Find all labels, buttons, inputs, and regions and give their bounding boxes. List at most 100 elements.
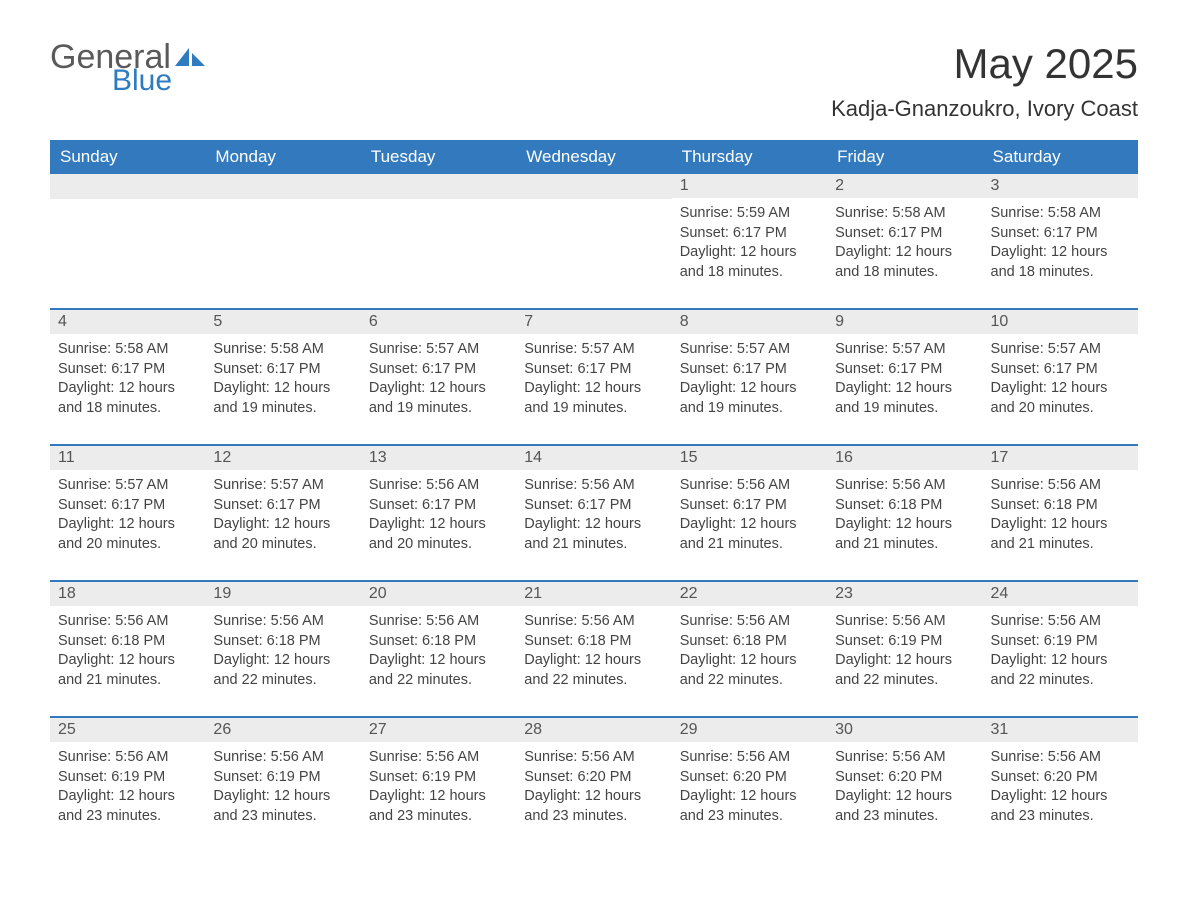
day-number: 17 [983, 446, 1138, 470]
calendar-cell: 30Sunrise: 5:56 AMSunset: 6:20 PMDayligh… [827, 718, 982, 838]
day-number: 12 [205, 446, 360, 470]
daylight-text-line1: Daylight: 12 hours [524, 515, 663, 535]
sunset-text: Sunset: 6:20 PM [680, 768, 819, 788]
sunset-text: Sunset: 6:20 PM [835, 768, 974, 788]
day-details: Sunrise: 5:56 AMSunset: 6:19 PMDaylight:… [983, 606, 1138, 690]
daylight-text-line2: and 23 minutes. [369, 807, 508, 827]
daylight-text-line2: and 19 minutes. [680, 399, 819, 419]
calendar-cell: 9Sunrise: 5:57 AMSunset: 6:17 PMDaylight… [827, 310, 982, 430]
sunrise-text: Sunrise: 5:56 AM [369, 612, 508, 632]
header-row: General Blue May 2025 Kadja-Gnanzoukro, … [50, 40, 1138, 122]
sunrise-text: Sunrise: 5:58 AM [835, 204, 974, 224]
weekday-monday: Monday [205, 140, 360, 174]
sunset-text: Sunset: 6:17 PM [58, 496, 197, 516]
sunrise-text: Sunrise: 5:56 AM [524, 476, 663, 496]
calendar-cell: 6Sunrise: 5:57 AMSunset: 6:17 PMDaylight… [361, 310, 516, 430]
sunset-text: Sunset: 6:17 PM [213, 360, 352, 380]
sunset-text: Sunset: 6:19 PM [58, 768, 197, 788]
sunrise-text: Sunrise: 5:57 AM [213, 476, 352, 496]
calendar-cell: 22Sunrise: 5:56 AMSunset: 6:18 PMDayligh… [672, 582, 827, 702]
sunset-text: Sunset: 6:20 PM [991, 768, 1130, 788]
daylight-text-line1: Daylight: 12 hours [58, 651, 197, 671]
calendar-cell: 18Sunrise: 5:56 AMSunset: 6:18 PMDayligh… [50, 582, 205, 702]
day-number: 25 [50, 718, 205, 742]
day-number: 18 [50, 582, 205, 606]
calendar-page: General Blue May 2025 Kadja-Gnanzoukro, … [0, 0, 1188, 878]
day-details: Sunrise: 5:58 AMSunset: 6:17 PMDaylight:… [205, 334, 360, 418]
sunset-text: Sunset: 6:17 PM [680, 224, 819, 244]
daylight-text-line1: Daylight: 12 hours [369, 651, 508, 671]
calendar-cell: 21Sunrise: 5:56 AMSunset: 6:18 PMDayligh… [516, 582, 671, 702]
daylight-text-line1: Daylight: 12 hours [991, 379, 1130, 399]
daylight-text-line1: Daylight: 12 hours [680, 379, 819, 399]
sunrise-text: Sunrise: 5:56 AM [524, 612, 663, 632]
calendar: Sunday Monday Tuesday Wednesday Thursday… [50, 140, 1138, 838]
daylight-text-line2: and 19 minutes. [369, 399, 508, 419]
calendar-cell [50, 174, 205, 294]
sunrise-text: Sunrise: 5:56 AM [524, 748, 663, 768]
sunset-text: Sunset: 6:18 PM [991, 496, 1130, 516]
sunset-text: Sunset: 6:19 PM [991, 632, 1130, 652]
sunset-text: Sunset: 6:17 PM [524, 360, 663, 380]
daylight-text-line2: and 21 minutes. [991, 535, 1130, 555]
day-details: Sunrise: 5:56 AMSunset: 6:19 PMDaylight:… [827, 606, 982, 690]
daylight-text-line1: Daylight: 12 hours [680, 515, 819, 535]
daylight-text-line2: and 18 minutes. [58, 399, 197, 419]
sunset-text: Sunset: 6:18 PM [369, 632, 508, 652]
calendar-cell: 14Sunrise: 5:56 AMSunset: 6:17 PMDayligh… [516, 446, 671, 566]
daylight-text-line2: and 23 minutes. [524, 807, 663, 827]
day-details: Sunrise: 5:57 AMSunset: 6:17 PMDaylight:… [983, 334, 1138, 418]
day-number: 8 [672, 310, 827, 334]
calendar-cell: 16Sunrise: 5:56 AMSunset: 6:18 PMDayligh… [827, 446, 982, 566]
daylight-text-line2: and 22 minutes. [991, 671, 1130, 691]
sunrise-text: Sunrise: 5:59 AM [680, 204, 819, 224]
day-number: 21 [516, 582, 671, 606]
calendar-cell: 26Sunrise: 5:56 AMSunset: 6:19 PMDayligh… [205, 718, 360, 838]
day-details: Sunrise: 5:57 AMSunset: 6:17 PMDaylight:… [672, 334, 827, 418]
day-number: 30 [827, 718, 982, 742]
calendar-cell: 29Sunrise: 5:56 AMSunset: 6:20 PMDayligh… [672, 718, 827, 838]
weekday-sunday: Sunday [50, 140, 205, 174]
day-details: Sunrise: 5:56 AMSunset: 6:18 PMDaylight:… [516, 606, 671, 690]
daylight-text-line2: and 23 minutes. [58, 807, 197, 827]
sunset-text: Sunset: 6:18 PM [58, 632, 197, 652]
daylight-text-line2: and 22 minutes. [213, 671, 352, 691]
daylight-text-line1: Daylight: 12 hours [524, 651, 663, 671]
day-number: 6 [361, 310, 516, 334]
day-number: 10 [983, 310, 1138, 334]
calendar-cell: 23Sunrise: 5:56 AMSunset: 6:19 PMDayligh… [827, 582, 982, 702]
calendar-cell: 24Sunrise: 5:56 AMSunset: 6:19 PMDayligh… [983, 582, 1138, 702]
daylight-text-line1: Daylight: 12 hours [58, 379, 197, 399]
sunrise-text: Sunrise: 5:58 AM [58, 340, 197, 360]
daylight-text-line2: and 21 minutes. [680, 535, 819, 555]
sunrise-text: Sunrise: 5:58 AM [213, 340, 352, 360]
day-details: Sunrise: 5:56 AMSunset: 6:18 PMDaylight:… [361, 606, 516, 690]
daylight-text-line1: Daylight: 12 hours [524, 379, 663, 399]
weekday-friday: Friday [827, 140, 982, 174]
sunset-text: Sunset: 6:19 PM [835, 632, 974, 652]
calendar-week: 1Sunrise: 5:59 AMSunset: 6:17 PMDaylight… [50, 174, 1138, 294]
logo-text-blue: Blue [112, 66, 205, 96]
day-number: 3 [983, 174, 1138, 198]
day-details: Sunrise: 5:56 AMSunset: 6:18 PMDaylight:… [50, 606, 205, 690]
calendar-cell: 27Sunrise: 5:56 AMSunset: 6:19 PMDayligh… [361, 718, 516, 838]
weekday-saturday: Saturday [983, 140, 1138, 174]
daylight-text-line2: and 21 minutes. [835, 535, 974, 555]
day-details: Sunrise: 5:56 AMSunset: 6:18 PMDaylight:… [205, 606, 360, 690]
day-details: Sunrise: 5:56 AMSunset: 6:19 PMDaylight:… [361, 742, 516, 826]
day-number: 5 [205, 310, 360, 334]
sunrise-text: Sunrise: 5:56 AM [680, 748, 819, 768]
daylight-text-line1: Daylight: 12 hours [991, 515, 1130, 535]
day-details: Sunrise: 5:57 AMSunset: 6:17 PMDaylight:… [827, 334, 982, 418]
calendar-cell [205, 174, 360, 294]
day-details: Sunrise: 5:57 AMSunset: 6:17 PMDaylight:… [50, 470, 205, 554]
day-number: 15 [672, 446, 827, 470]
day-number [205, 174, 360, 199]
daylight-text-line2: and 22 minutes. [524, 671, 663, 691]
daylight-text-line2: and 23 minutes. [680, 807, 819, 827]
calendar-cell: 8Sunrise: 5:57 AMSunset: 6:17 PMDaylight… [672, 310, 827, 430]
day-details: Sunrise: 5:59 AMSunset: 6:17 PMDaylight:… [672, 198, 827, 282]
sunrise-text: Sunrise: 5:56 AM [991, 476, 1130, 496]
day-number: 31 [983, 718, 1138, 742]
sunrise-text: Sunrise: 5:56 AM [991, 748, 1130, 768]
